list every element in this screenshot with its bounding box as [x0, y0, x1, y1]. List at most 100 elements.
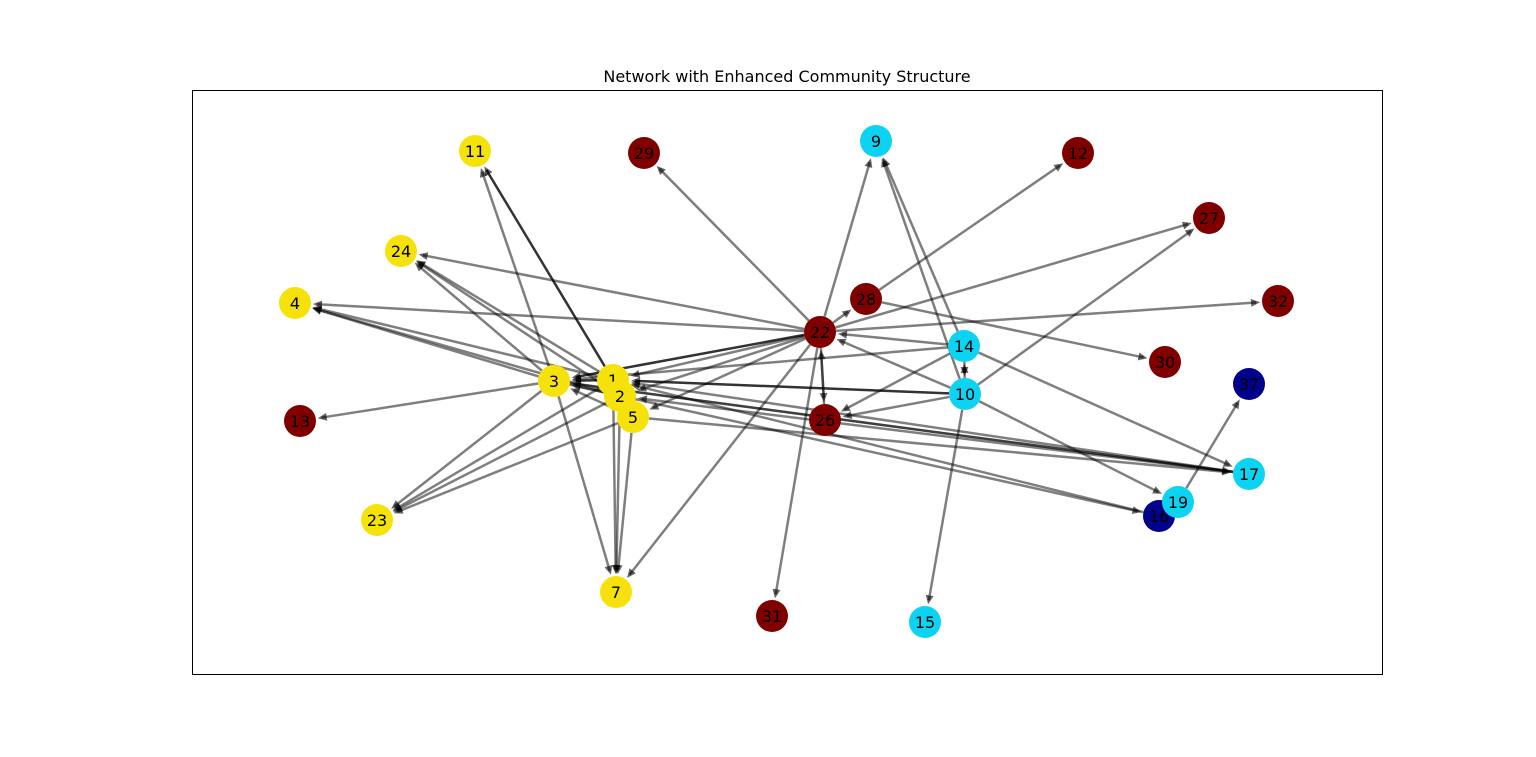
- node-26: 26: [809, 404, 841, 436]
- node-10: 10: [949, 378, 981, 410]
- edge-line: [316, 302, 805, 333]
- node-label: 22: [810, 323, 830, 342]
- node-label: 12: [1068, 144, 1088, 163]
- node-label: 2: [615, 387, 625, 406]
- edge-arrowhead: [1152, 486, 1162, 494]
- edge-28-12: [878, 163, 1064, 291]
- node-label: 10: [955, 385, 975, 404]
- edge-line: [393, 389, 543, 508]
- node-15: 15: [909, 606, 941, 638]
- edge-22-4: [312, 300, 805, 333]
- edge-22-24: [418, 252, 805, 331]
- edge-line: [823, 161, 872, 317]
- edge-line: [977, 229, 1192, 386]
- node-circle: [1233, 458, 1265, 490]
- node-label: 14: [954, 337, 974, 356]
- edge-arrowhead: [627, 568, 636, 578]
- edge-3-11: [479, 168, 550, 367]
- edge-arrowhead: [864, 158, 873, 169]
- edge-line: [315, 308, 540, 378]
- edge-line: [881, 301, 1144, 359]
- node-label: 24: [391, 242, 411, 261]
- node-circle: [756, 600, 788, 632]
- node-circle: [804, 316, 836, 348]
- edge-line: [418, 262, 608, 389]
- edge-arrowhead: [840, 403, 851, 412]
- node-label: 15: [915, 613, 935, 632]
- node-circle: [809, 404, 841, 436]
- node-circle: [948, 330, 980, 362]
- edge-line: [634, 334, 805, 377]
- node-circle: [600, 576, 632, 608]
- edge-line: [882, 161, 961, 380]
- node-label: 3: [549, 372, 559, 391]
- edges-layer: [312, 157, 1261, 605]
- edge-arrowhead: [1184, 228, 1195, 238]
- edge-arrowhead: [418, 252, 429, 261]
- node-label: 27: [1199, 209, 1219, 228]
- edge-arrowhead: [312, 306, 323, 315]
- edge-arrowhead: [841, 309, 852, 318]
- node-label: 4: [290, 294, 300, 313]
- node-circle: [1162, 486, 1194, 518]
- edge-line: [1185, 402, 1239, 489]
- edge-arrowhead: [484, 166, 493, 177]
- node-28: 28: [850, 283, 882, 315]
- edge-arrowhead: [630, 382, 641, 391]
- edge-arrowhead: [479, 168, 488, 178]
- edge-28-30: [881, 301, 1148, 361]
- edge-14-26: [840, 352, 951, 412]
- edge-arrowhead: [604, 564, 613, 575]
- edge-26-22: [817, 349, 826, 405]
- node-label: 17: [1239, 465, 1259, 484]
- figure-title: Network with Enhanced Community Structur…: [603, 67, 970, 86]
- edge-arrowhead: [614, 564, 623, 575]
- edge-line: [611, 395, 617, 571]
- edge-10-22: [836, 338, 951, 389]
- node-13: 13: [284, 405, 316, 437]
- edge-line: [316, 306, 598, 378]
- node-circle: [1149, 346, 1181, 378]
- node-29: 29: [628, 137, 660, 169]
- edge-arrowhead: [637, 395, 648, 404]
- edge-22-7: [627, 343, 812, 578]
- plot-frame: [192, 90, 1383, 675]
- edge-line: [396, 402, 607, 512]
- node-circle: [860, 125, 892, 157]
- edge-line: [839, 339, 951, 389]
- node-circle: [279, 287, 311, 319]
- edge-line: [480, 171, 550, 367]
- node-label: 31: [762, 607, 782, 626]
- edge-arrowhead: [414, 262, 425, 272]
- node-9: 9: [860, 125, 892, 157]
- edge-10-9: [881, 157, 961, 380]
- edge-line: [835, 301, 1257, 333]
- edge-arrowhead: [1222, 459, 1233, 467]
- edge-arrowhead: [312, 300, 323, 309]
- node-27: 27: [1193, 202, 1225, 234]
- node-label: 5: [628, 408, 638, 427]
- edge-line: [843, 352, 951, 411]
- edge-line: [395, 387, 600, 510]
- edge-line: [819, 353, 826, 405]
- edge-arrowhead: [836, 338, 847, 347]
- edge-arrowhead: [1137, 352, 1148, 361]
- node-label: 9: [871, 132, 881, 151]
- edge-22-27: [835, 221, 1192, 329]
- edge-5-7: [614, 432, 633, 575]
- node-circle: [909, 606, 941, 638]
- edge-line: [575, 346, 949, 381]
- node-label: 11: [465, 142, 485, 161]
- node-label: 1: [608, 371, 618, 390]
- node-3: 3: [538, 365, 570, 397]
- edge-1-23: [392, 387, 600, 511]
- node-circle: [1062, 137, 1094, 169]
- node-32: 32: [1262, 285, 1294, 317]
- edge-line: [615, 411, 621, 571]
- node-label: 30: [1155, 353, 1175, 372]
- edge-arrowhead: [960, 363, 969, 374]
- node-circle: [385, 235, 417, 267]
- edge-line: [878, 164, 1061, 291]
- node-31: 31: [756, 600, 788, 632]
